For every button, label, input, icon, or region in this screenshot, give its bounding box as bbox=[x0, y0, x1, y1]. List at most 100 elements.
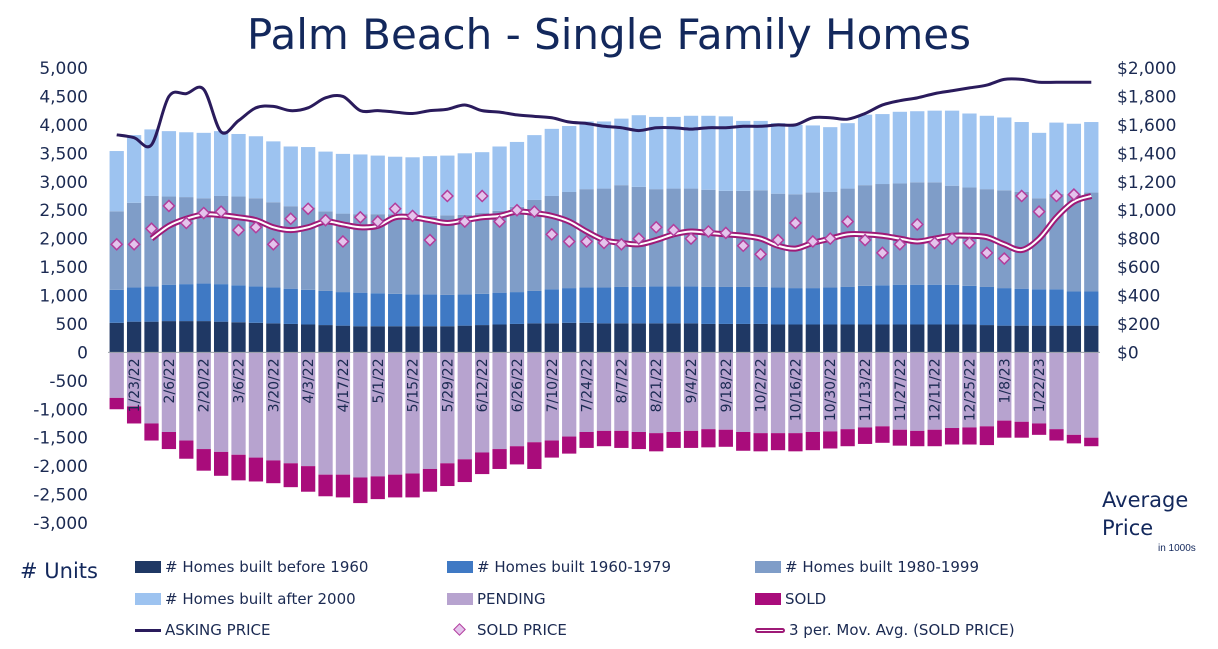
bar-after-2000 bbox=[1066, 123, 1082, 195]
bar-1960-1979 bbox=[718, 286, 733, 324]
bar-before-1960 bbox=[562, 322, 577, 353]
bar-after-2000 bbox=[788, 124, 803, 195]
bar-1960-1979 bbox=[109, 289, 124, 323]
bar-pending bbox=[823, 352, 838, 432]
bar-pending bbox=[892, 352, 907, 430]
bar-1960-1979 bbox=[248, 286, 264, 323]
bar-1960-1979 bbox=[144, 286, 159, 322]
bar-before-1960 bbox=[962, 324, 977, 353]
bar-before-1960 bbox=[509, 323, 525, 353]
sold-price-marker bbox=[910, 217, 924, 231]
bar-after-2000 bbox=[736, 120, 751, 191]
bar-pending bbox=[770, 352, 786, 434]
date-labels: 1/23/22 2/6/22 2/20/22 3/6/22 3/20/22 4/3/22 4… bbox=[127, 358, 1048, 421]
legend-item-sold: SOLD bbox=[755, 590, 826, 608]
bar-1960-1979 bbox=[283, 288, 298, 324]
bar-1960-1979 bbox=[631, 286, 646, 324]
bar-pending bbox=[666, 352, 681, 432]
bar-sold bbox=[666, 432, 681, 448]
bar-before-1960 bbox=[857, 324, 873, 353]
bar-sold bbox=[527, 442, 542, 469]
bar-pending bbox=[126, 352, 142, 407]
bar-before-1960 bbox=[527, 323, 542, 353]
bar-pending bbox=[805, 352, 820, 432]
bar-after-2000 bbox=[1014, 122, 1029, 192]
bar-sold bbox=[318, 474, 333, 497]
bar-1980-1999 bbox=[161, 196, 177, 285]
bar-before-1960 bbox=[475, 325, 490, 353]
bar-1960-1979 bbox=[405, 294, 420, 327]
sold-price-marker bbox=[649, 220, 663, 234]
bar-1960-1979 bbox=[457, 294, 472, 326]
bar-sold bbox=[213, 451, 229, 476]
bar-1960-1979 bbox=[805, 288, 820, 325]
x-tick-label: 4/17/22 bbox=[336, 358, 352, 412]
y2-tick-label: $800 bbox=[1117, 230, 1160, 250]
bar-1960-1979 bbox=[196, 283, 211, 322]
bar-pending bbox=[144, 352, 159, 424]
bar-1960-1979 bbox=[353, 292, 368, 327]
sold-price-marker bbox=[388, 202, 402, 216]
bar-sold bbox=[266, 460, 281, 484]
sold-price-marker bbox=[614, 237, 628, 251]
bar-before-1960 bbox=[1066, 325, 1082, 353]
bar-after-2000 bbox=[283, 146, 298, 207]
bar-pending bbox=[701, 352, 716, 430]
sold-price-marker bbox=[318, 213, 333, 227]
legend-swatch bbox=[447, 593, 473, 605]
bar-after-2000 bbox=[857, 114, 873, 186]
sold-price-marker bbox=[580, 234, 594, 249]
bar-1960-1979 bbox=[1066, 291, 1082, 326]
sold-price-marker bbox=[179, 216, 193, 230]
bar-after-2000 bbox=[753, 120, 768, 191]
bar-pending bbox=[440, 352, 455, 464]
sold-price-marker bbox=[667, 223, 681, 237]
bar-after-2000 bbox=[875, 114, 890, 185]
x-tick-label: 8/7/22 bbox=[614, 358, 630, 403]
bar-before-1960 bbox=[944, 324, 960, 353]
sold-price-marker bbox=[893, 237, 907, 251]
bar-1960-1979 bbox=[997, 288, 1012, 326]
bar-1960-1979 bbox=[370, 293, 385, 327]
x-tick-label: 12/11/22 bbox=[928, 358, 944, 421]
bar-1980-1999 bbox=[1031, 198, 1047, 290]
sold-price-marker bbox=[771, 233, 785, 247]
bar-1960-1979 bbox=[944, 284, 960, 325]
bar-1980-1999 bbox=[614, 185, 629, 287]
bar-pending bbox=[944, 352, 960, 429]
x-tick-label: 1/22/23 bbox=[1032, 358, 1048, 412]
bar-1960-1979 bbox=[979, 286, 995, 326]
x-tick-label: 3/6/22 bbox=[232, 358, 248, 403]
y-tick-label: 2,500 bbox=[39, 201, 88, 221]
bar-sold bbox=[1084, 437, 1099, 447]
bar-after-2000 bbox=[422, 156, 438, 216]
bar-sold bbox=[353, 477, 368, 504]
bar-pending bbox=[335, 352, 351, 475]
bar-1980-1999 bbox=[1014, 191, 1029, 289]
x-tick-label: 5/15/22 bbox=[406, 358, 422, 412]
bar-1980-1999 bbox=[1084, 192, 1099, 292]
y-tick-label: -2,000 bbox=[33, 457, 88, 477]
legend-item-pending: PENDING bbox=[447, 590, 546, 608]
bar-1960-1979 bbox=[509, 292, 525, 324]
asking-price-line bbox=[116, 77, 1092, 149]
bar-sold bbox=[614, 430, 629, 448]
x-tick-label: 5/1/22 bbox=[371, 358, 387, 403]
sold-price-marker bbox=[144, 222, 159, 236]
bar-after-2000 bbox=[701, 115, 716, 190]
bar-after-2000 bbox=[370, 155, 385, 215]
sold-price-marker bbox=[214, 205, 228, 219]
sold-price-marker bbox=[371, 215, 385, 229]
bar-1980-1999 bbox=[701, 189, 716, 287]
bar-after-2000 bbox=[892, 111, 907, 184]
bar-after-2000 bbox=[440, 155, 455, 216]
bar-after-2000 bbox=[335, 153, 351, 214]
bar-1980-1999 bbox=[927, 182, 942, 285]
bar-after-2000 bbox=[318, 151, 333, 212]
bar-after-2000 bbox=[962, 113, 977, 188]
bar-1960-1979 bbox=[666, 286, 681, 324]
bar-1980-1999 bbox=[196, 198, 211, 284]
bar-after-2000 bbox=[509, 141, 525, 207]
left-axis: 5,000 4,500 4,000 3,500 3,000 2,500 2,000 1,500… bbox=[33, 59, 88, 534]
legend-swatch bbox=[447, 561, 473, 573]
